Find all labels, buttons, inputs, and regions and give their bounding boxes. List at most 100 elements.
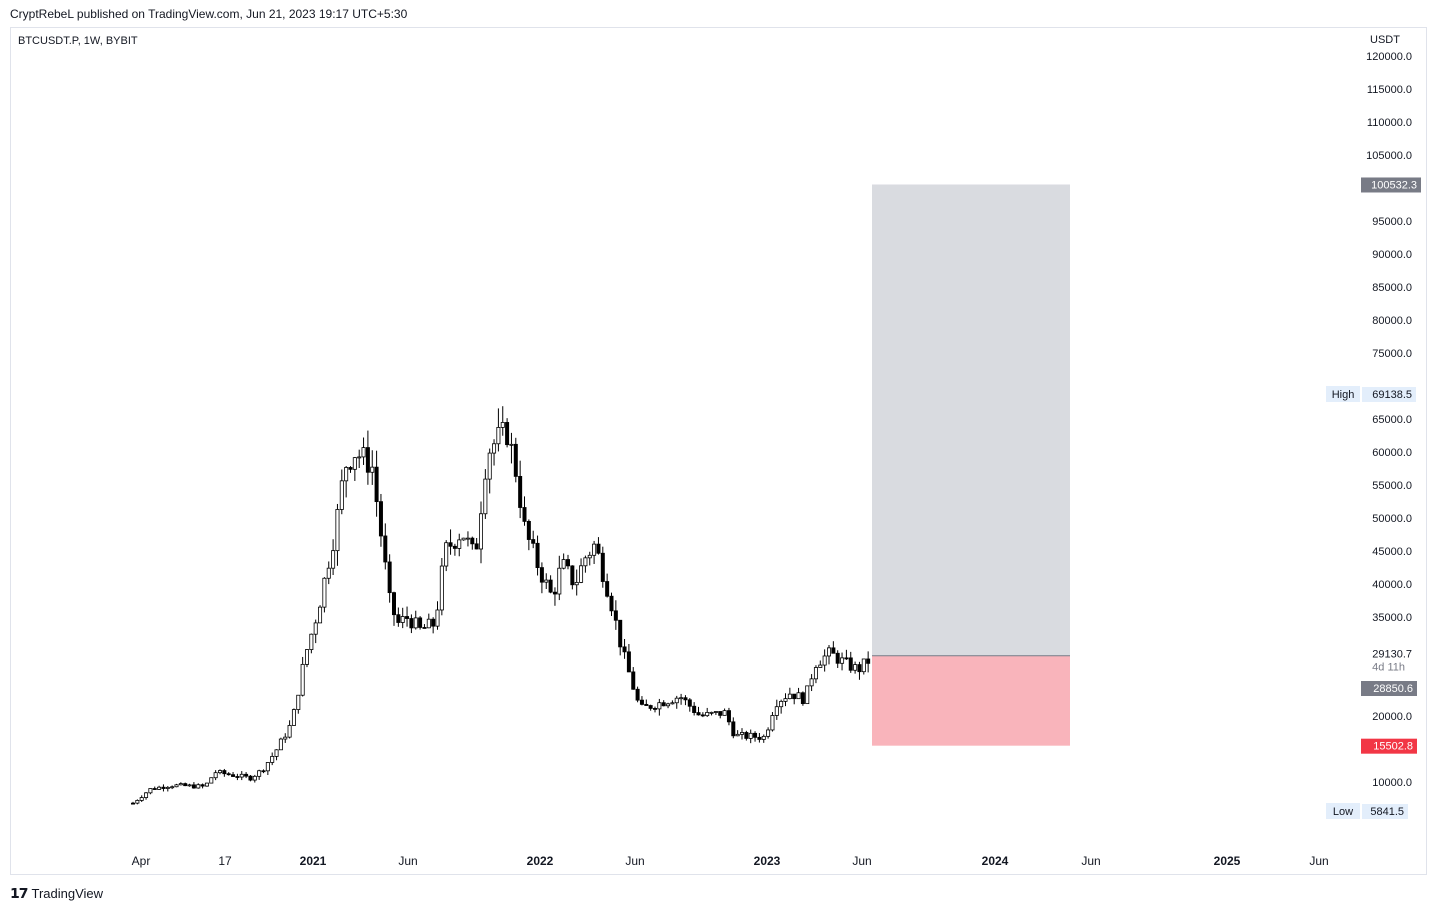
candle-body[interactable] [257,770,262,777]
candle-body[interactable] [579,565,584,583]
candle-body[interactable] [557,567,562,595]
candle-body[interactable] [835,652,840,664]
candle-body[interactable] [157,786,162,790]
candle-body[interactable] [679,697,684,700]
candle-body[interactable] [748,732,753,739]
candle-body[interactable] [853,664,858,671]
candle-body[interactable] [444,542,449,567]
stop-zone[interactable] [872,655,1070,746]
candle-body[interactable] [222,770,227,775]
candle-body[interactable] [178,783,183,786]
candle-body[interactable] [374,466,379,503]
candle-body[interactable] [731,721,736,737]
candle-body[interactable] [535,542,540,568]
candle-body[interactable] [144,792,149,798]
candle-body[interactable] [687,699,692,707]
symbol-label[interactable]: BTCUSDT.P, 1W, BYBIT [18,35,138,47]
candle-body[interactable] [300,663,305,696]
candle-body[interactable] [174,784,179,788]
candle-body[interactable] [653,708,658,710]
candle-body[interactable] [391,592,396,616]
candle-body[interactable] [313,622,318,635]
candle-body[interactable] [161,786,166,789]
candle-body[interactable] [600,552,605,582]
candle-body[interactable] [605,581,610,597]
candle-body[interactable] [270,756,275,763]
candle-body[interactable] [518,475,523,508]
candle-body[interactable] [465,537,470,540]
candle-body[interactable] [726,710,731,723]
target-zone[interactable] [872,184,1070,656]
candle-body[interactable] [831,647,836,654]
candle-body[interactable] [492,443,497,454]
candle-body[interactable] [683,697,688,701]
candle-body[interactable] [478,513,483,550]
candle-body[interactable] [331,550,336,569]
candle-body[interactable] [800,692,805,705]
candle-body[interactable] [509,443,514,446]
candle-body[interactable] [426,618,431,629]
candle-body[interactable] [170,786,175,789]
candle-body[interactable] [857,664,862,673]
candle-body[interactable] [361,447,366,458]
candle-body[interactable] [304,649,309,665]
candle-body[interactable] [844,657,849,660]
candle-body[interactable] [226,773,231,776]
candle-body[interactable] [344,467,349,482]
candle-body[interactable] [200,784,205,787]
candle-body[interactable] [439,565,444,611]
candle-body[interactable] [322,577,327,608]
candle-body[interactable] [757,736,762,740]
candle-body[interactable] [165,786,170,789]
candle-body[interactable] [544,579,549,583]
candle-body[interactable] [740,732,745,735]
candle-body[interactable] [348,467,353,470]
candle-body[interactable] [792,693,797,700]
candle-body[interactable] [539,567,544,583]
candle-body[interactable] [548,579,553,593]
candle-body[interactable] [818,664,823,668]
candle-body[interactable] [483,478,488,515]
candle-body[interactable] [335,509,340,552]
candle-body[interactable] [783,698,788,702]
candle-body[interactable] [761,735,766,740]
candle-body[interactable] [204,782,209,787]
candle-body[interactable] [422,627,427,629]
candle-body[interactable] [796,692,801,700]
candle-body[interactable] [196,784,201,789]
candle-body[interactable] [365,447,370,473]
candle-body[interactable] [866,658,871,664]
candle-body[interactable] [135,800,140,804]
candle-body[interactable] [735,733,740,737]
candle-body[interactable] [418,617,423,628]
candle-body[interactable] [705,712,710,717]
candle-body[interactable] [809,678,814,687]
tradingview-brand[interactable]: 𝟭𝟳 TradingView [10,885,103,902]
candle-body[interactable] [570,565,575,586]
candle-body[interactable] [187,784,192,787]
candle-body[interactable] [318,606,323,624]
candle-body[interactable] [840,657,845,664]
candle-body[interactable] [787,693,792,700]
candle-body[interactable] [396,614,401,623]
candle-body[interactable] [587,554,592,559]
candle-body[interactable] [191,784,196,789]
candle-body[interactable] [574,581,579,586]
candle-body[interactable] [770,715,775,731]
candle-body[interactable] [670,702,675,705]
candle-body[interactable] [139,797,144,801]
candle-body[interactable] [613,610,618,621]
candle-body[interactable] [718,711,723,716]
candle-body[interactable] [500,422,505,428]
candle-body[interactable] [209,777,214,784]
candle-body[interactable] [213,772,218,779]
candle-body[interactable] [217,770,222,774]
candle-body[interactable] [339,480,344,510]
candle-body[interactable] [352,457,357,470]
candle-body[interactable] [596,543,601,554]
candle-body[interactable] [813,667,818,680]
candle-body[interactable] [244,773,249,777]
candle-body[interactable] [661,702,666,707]
candle-body[interactable] [405,616,410,619]
